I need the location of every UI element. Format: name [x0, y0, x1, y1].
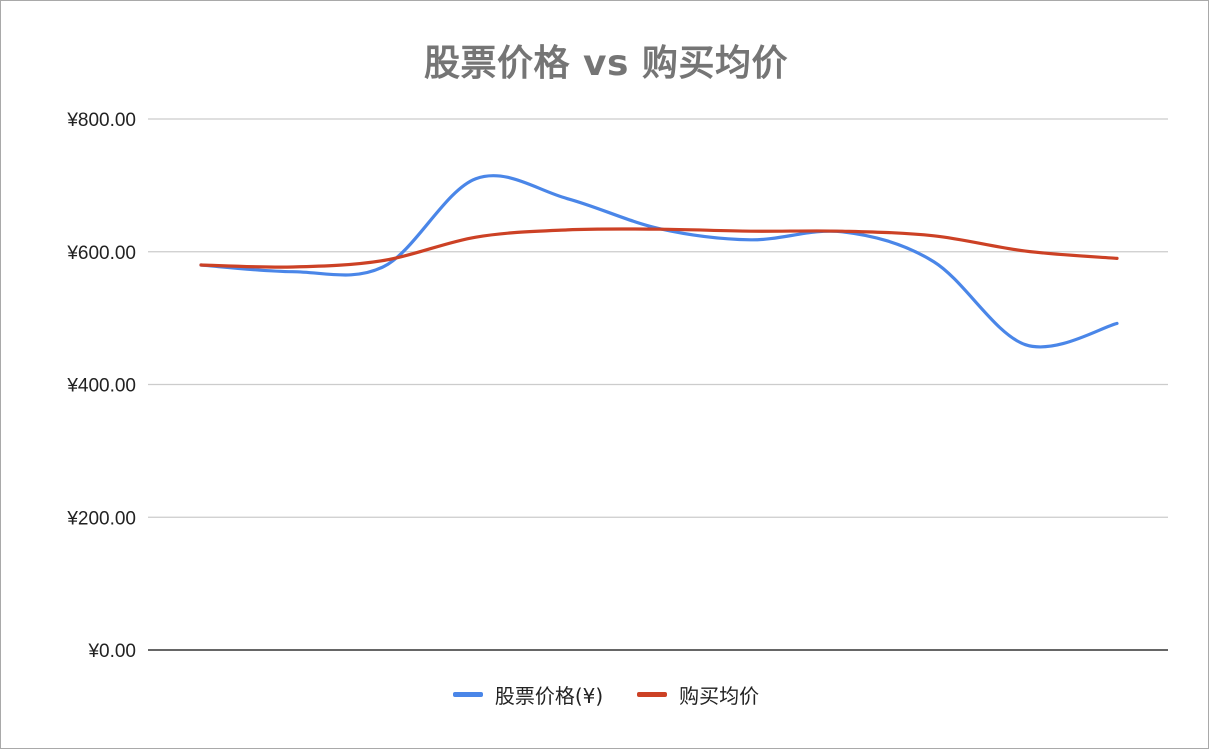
legend-swatch-average-purchase-price [637, 692, 668, 697]
y-axis-tick-labels: ¥0.00 ¥200.00 ¥400.00 ¥600.00 ¥800.00 [66, 110, 136, 662]
chart-title: 股票价格 vs 购买均价 [424, 43, 788, 84]
y-tick-label: ¥800.00 [66, 110, 136, 131]
legend-label-average-purchase-price: 购买均价 [679, 684, 760, 708]
y-tick-label: ¥600.00 [66, 243, 136, 264]
y-tick-label: ¥0.00 [87, 641, 136, 662]
legend-item-average-purchase-price[interactable]: 购买均价 [637, 680, 759, 709]
legend-swatch-stock-price [452, 692, 483, 697]
gridlines [148, 118, 1168, 651]
y-tick-label: ¥400.00 [66, 376, 136, 397]
legend-item-stock-price[interactable]: 股票价格(¥) [452, 680, 604, 709]
y-tick-label: ¥200.00 [66, 508, 136, 529]
legend-label-stock-price: 股票价格(¥) [494, 684, 604, 708]
series-line-average-purchase-price[interactable] [199, 227, 1119, 269]
legend: 股票价格(¥) 购买均价 [0, 680, 1212, 709]
series-lines [199, 174, 1119, 349]
series-line-stock-price[interactable] [199, 174, 1119, 349]
